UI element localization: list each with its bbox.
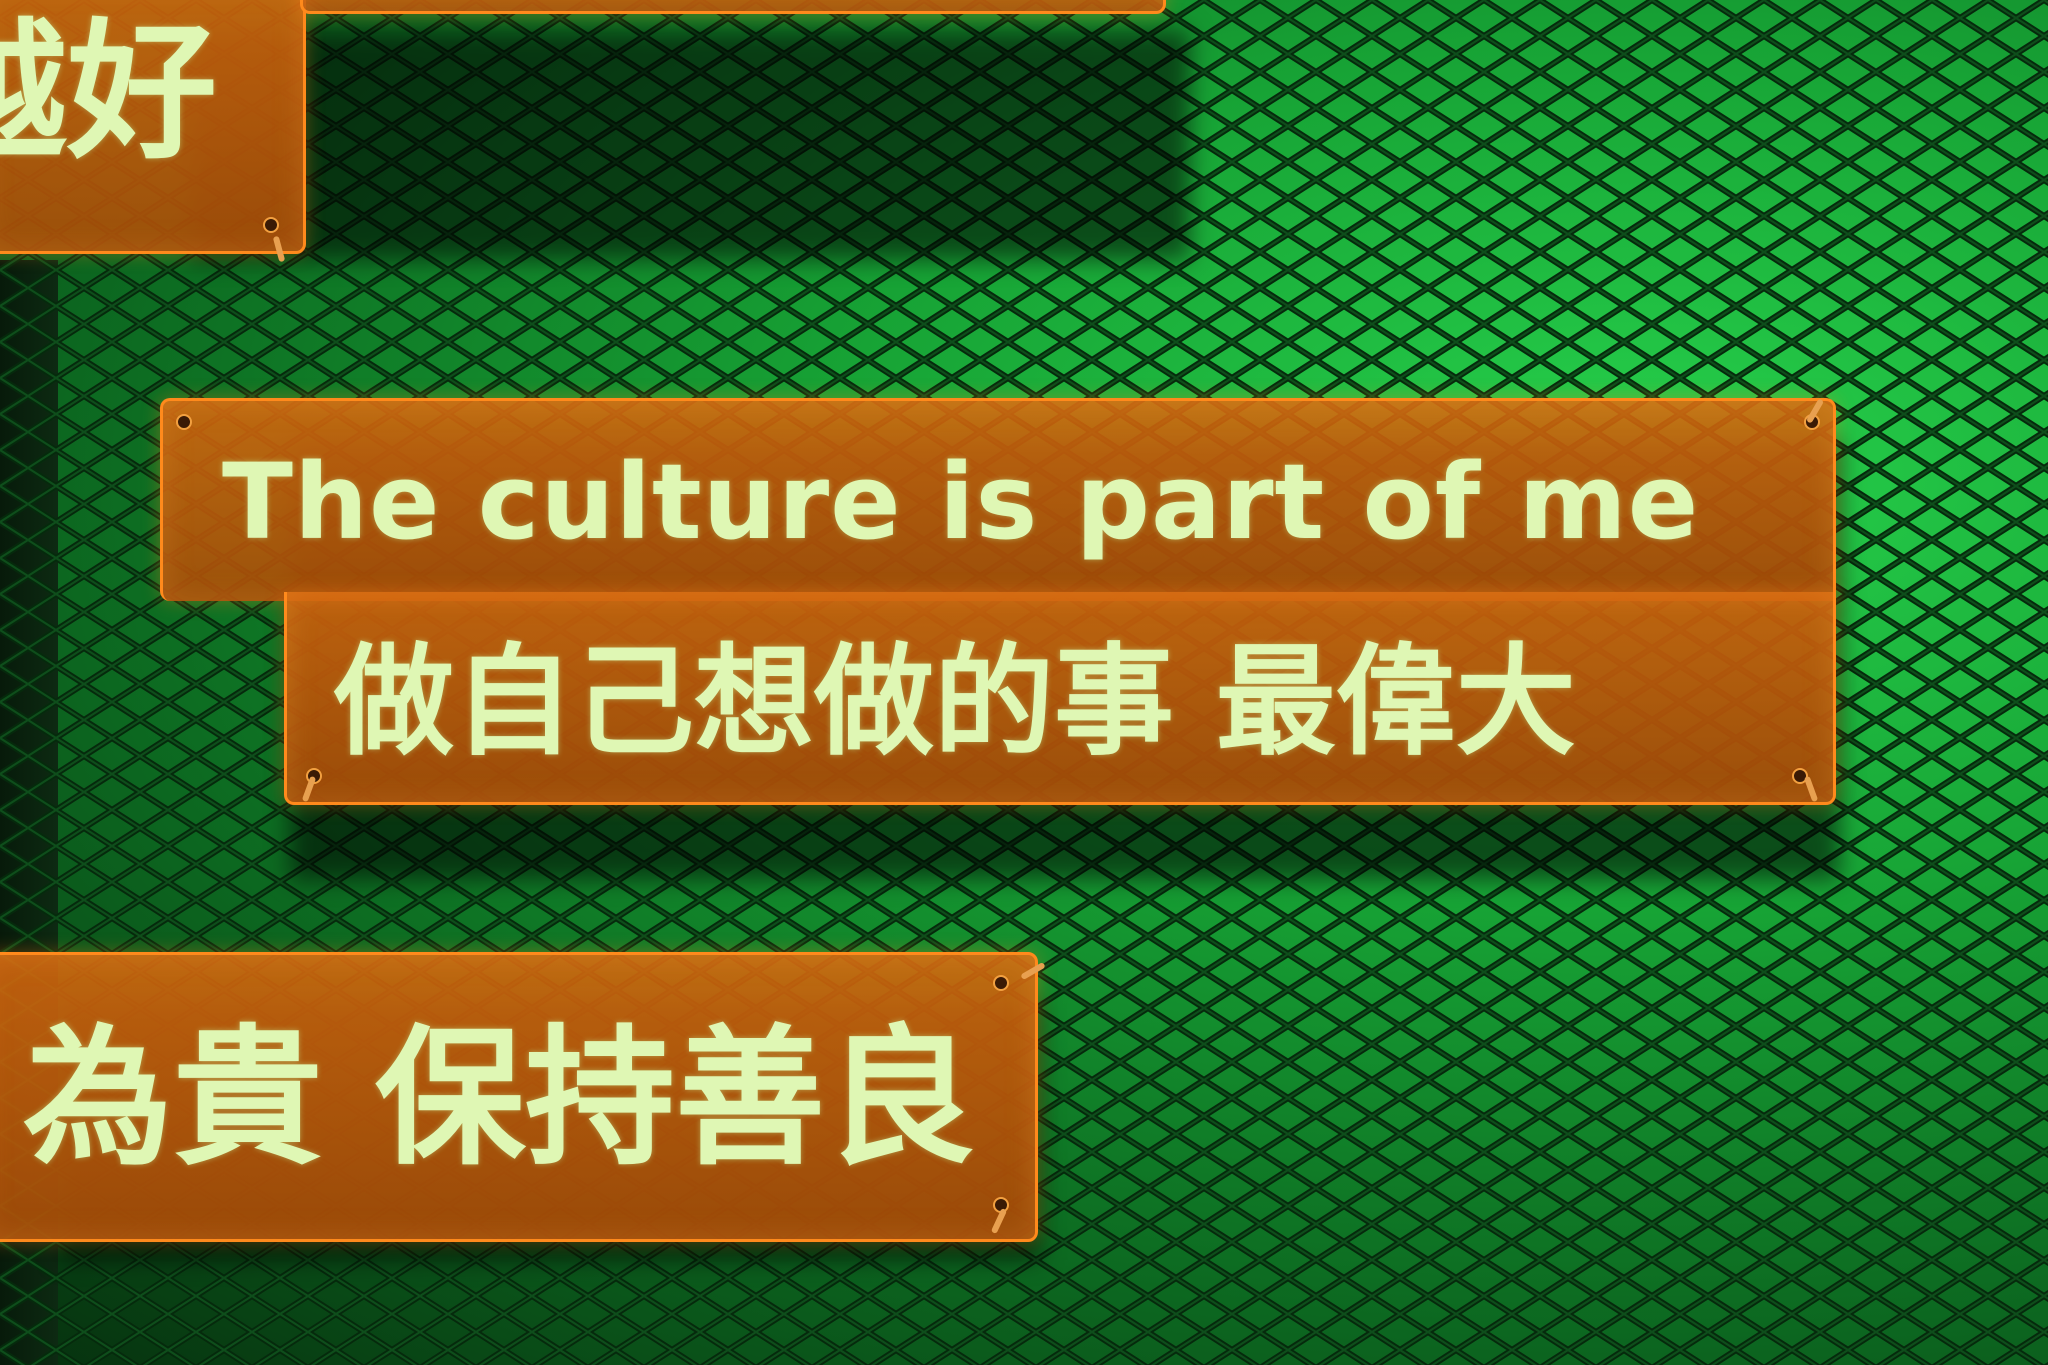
sign-top-left-text: 越好 xyxy=(0,6,217,180)
sign-main-lower xyxy=(284,592,1836,805)
sign-bottom-left: 為貴 保持善良 xyxy=(0,952,1038,1242)
sign-top-left: 越好 xyxy=(0,0,306,254)
sign-shadow-top xyxy=(190,30,1190,260)
mount-hole xyxy=(176,414,192,430)
main-sign-english: The culture is part of me xyxy=(222,441,1700,563)
sign-bottom-left-text: 為貴 保持善良 xyxy=(22,1012,975,1186)
mount-hole xyxy=(263,217,279,233)
main-sign-chinese: 做自己想做的事 最偉大 xyxy=(334,633,1576,772)
sign-top-strip xyxy=(300,0,1166,14)
mount-hole xyxy=(993,975,1009,991)
sign-main-upper xyxy=(160,398,1836,601)
